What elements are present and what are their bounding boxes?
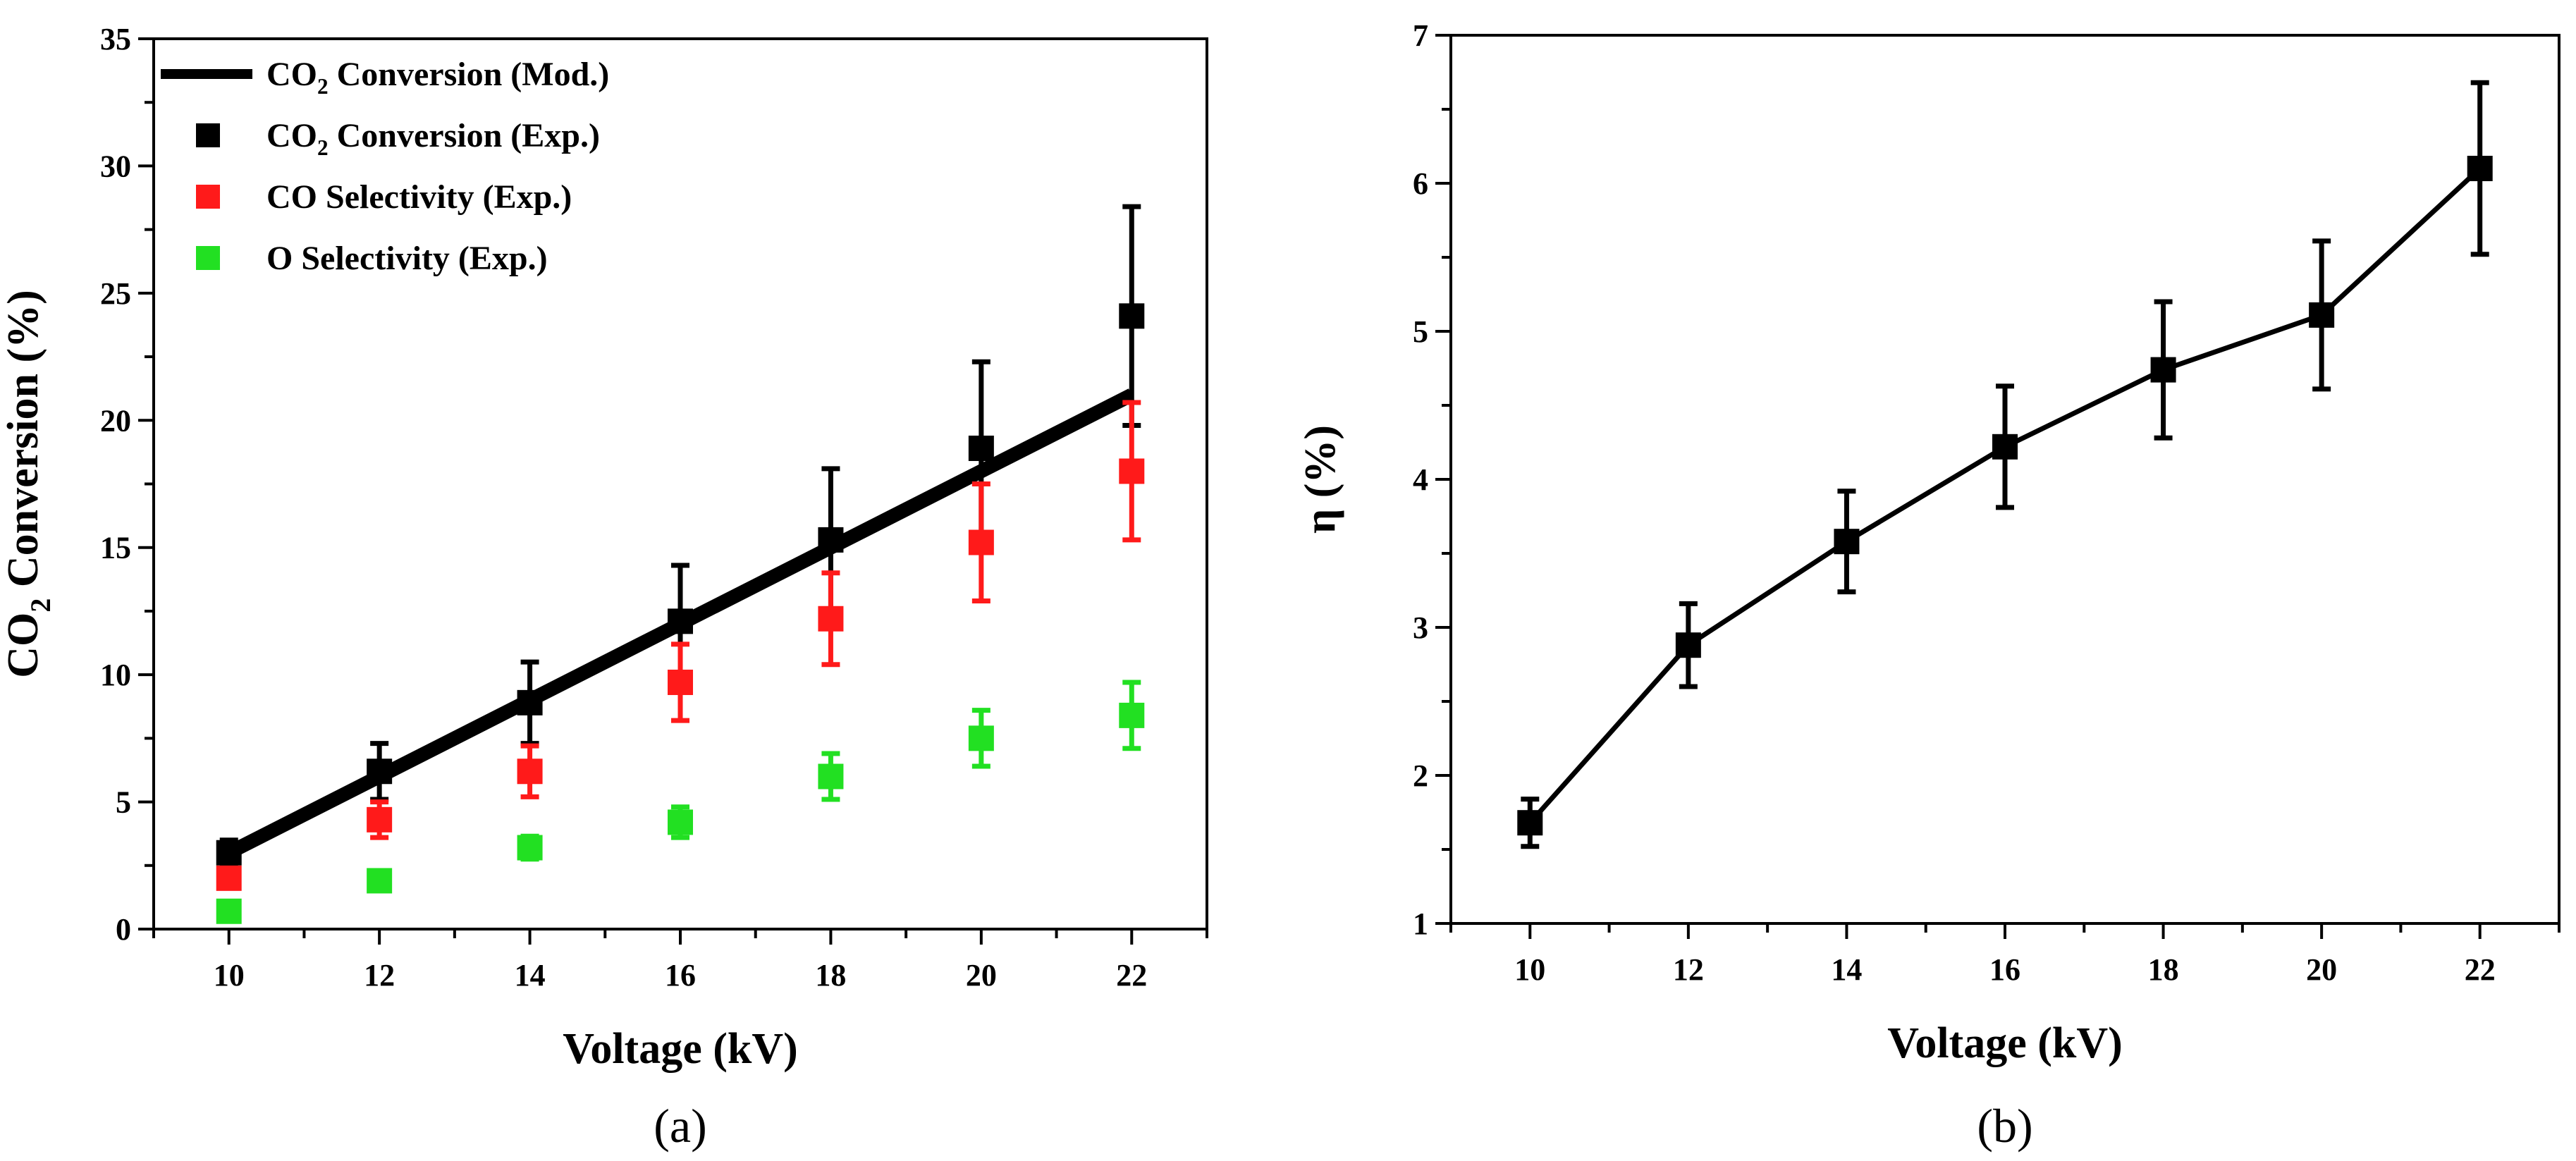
data-point — [1119, 458, 1145, 484]
x-tick-label: 10 — [214, 958, 245, 993]
legend-label: CO Selectivity (Exp.) — [266, 178, 572, 216]
data-point — [216, 898, 242, 924]
data-point — [818, 763, 844, 790]
label-text: CO — [266, 56, 317, 93]
y-tick-label: 20 — [100, 403, 131, 438]
legend-label: CO2 Conversion (Mod.) — [266, 56, 609, 99]
data-point — [1119, 702, 1145, 728]
data-point — [517, 758, 543, 785]
label-text: η (%) — [1296, 425, 1344, 534]
data-point — [1834, 529, 1860, 555]
y-tick-label: 7 — [1413, 18, 1428, 53]
label-text: CO — [0, 613, 47, 678]
panel-label: (a) — [654, 1099, 706, 1153]
x-tick-label: 12 — [1673, 952, 1704, 987]
data-point — [968, 725, 994, 751]
data-point — [367, 758, 393, 785]
data-point — [2309, 302, 2335, 328]
panel-label: (b) — [1977, 1099, 2032, 1153]
x-tick-label: 18 — [815, 958, 846, 993]
x-tick-label: 14 — [1831, 952, 1862, 987]
x-tick-label: 18 — [2148, 952, 2179, 987]
data-point — [1675, 632, 1701, 658]
legend-swatch-marker — [196, 246, 220, 270]
legend-label: O Selectivity (Exp.) — [266, 240, 548, 277]
data-point — [668, 809, 693, 835]
y-tick-label: 5 — [116, 785, 131, 820]
subscript-text: 2 — [25, 598, 56, 613]
y-tick-label: 6 — [1413, 166, 1428, 201]
series-marker-2 — [216, 400, 1145, 891]
y-tick-label: 0 — [116, 912, 131, 947]
data-point — [668, 608, 693, 634]
data-point — [818, 606, 844, 632]
x-tick-label: 10 — [1514, 952, 1545, 987]
data-point — [1119, 303, 1145, 329]
y-tick-label: 3 — [1413, 610, 1428, 645]
subscript-text: 2 — [317, 135, 329, 160]
data-point — [2467, 156, 2493, 181]
legend-swatch-marker — [196, 123, 220, 147]
data-point — [968, 435, 994, 461]
y-axis-label: η (%) — [1296, 425, 1344, 534]
data-point — [668, 669, 693, 695]
x-tick-label: 16 — [1989, 952, 2020, 987]
series-marker-3 — [216, 680, 1145, 924]
label-text: Conversion (Mod.) — [329, 56, 610, 93]
y-tick-label: 25 — [100, 276, 131, 311]
y-tick-label: 2 — [1413, 758, 1428, 793]
y-tick-label: 35 — [100, 22, 131, 56]
series-marker-1 — [216, 204, 1145, 868]
series-line-marker-0 — [1517, 80, 2493, 849]
data-point — [367, 806, 393, 833]
label-text: Conversion (%) — [0, 290, 47, 598]
data-point — [1992, 434, 2018, 460]
data-point — [517, 689, 543, 715]
data-point — [2150, 357, 2176, 383]
legend-label: CO2 Conversion (Exp.) — [266, 117, 600, 160]
data-point — [968, 529, 994, 555]
legend: CO2 Conversion (Mod.)CO2 Conversion (Exp… — [161, 56, 609, 277]
x-tick-label: 20 — [2306, 952, 2337, 987]
label-text: Conversion (Exp.) — [329, 117, 600, 154]
x-tick-label: 22 — [2465, 952, 2496, 987]
data-point — [1517, 810, 1543, 836]
plot-frame — [152, 37, 1208, 930]
x-axis-label: Voltage (kV) — [563, 1025, 798, 1073]
label-text: CO Selectivity (Exp.) — [266, 178, 572, 216]
x-tick-label: 20 — [966, 958, 997, 993]
data-point — [367, 868, 393, 894]
data-point — [216, 865, 242, 891]
legend-swatch-marker — [196, 185, 220, 209]
data-point — [818, 527, 844, 553]
y-tick-label: 15 — [100, 531, 131, 565]
x-tick-label: 22 — [1116, 958, 1147, 993]
x-tick-label: 16 — [665, 958, 696, 993]
y-axis-label: CO2 Conversion (%) — [0, 290, 56, 678]
data-point — [216, 840, 242, 866]
x-axis-label: Voltage (kV) — [1887, 1019, 2123, 1067]
y-tick-label: 30 — [100, 149, 131, 183]
x-tick-label: 14 — [515, 958, 546, 993]
y-tick-label: 1 — [1413, 907, 1428, 941]
label-text: O Selectivity (Exp.) — [266, 240, 548, 277]
data-point — [517, 835, 543, 861]
subscript-text: 2 — [317, 74, 329, 99]
y-tick-label: 10 — [100, 658, 131, 692]
x-tick-label: 12 — [364, 958, 395, 993]
y-tick-label: 5 — [1413, 314, 1428, 349]
label-text: CO — [266, 117, 317, 154]
y-tick-label: 4 — [1413, 462, 1428, 497]
